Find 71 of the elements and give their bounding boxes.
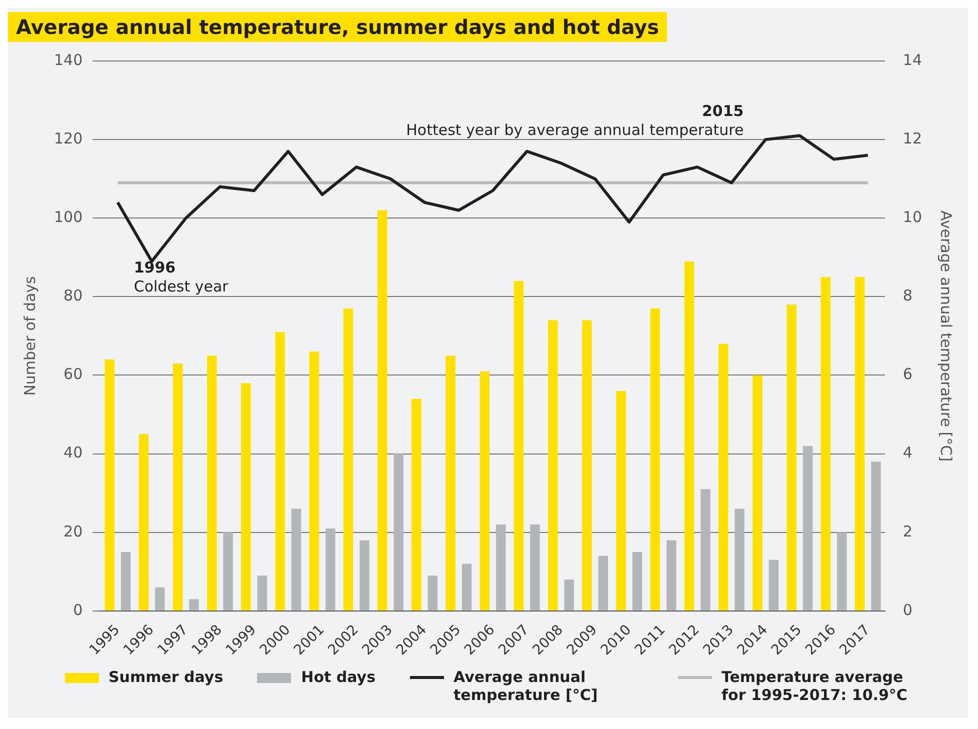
bar [138,434,149,610]
bar [684,261,694,610]
bar [428,576,438,610]
bar [548,320,558,610]
legend-label: Average annual temperature [°C] [454,668,599,704]
bar [480,371,490,610]
y2-tick-label: 14 [902,50,922,69]
y-tick-label: 140 [54,50,83,69]
bar [616,390,626,610]
bar [802,446,813,610]
legend-label: Temperature average for 1995-2017: 10.9°C [722,668,908,704]
bar [718,344,728,610]
y-axis-title: Number of days [20,276,39,396]
y-tick-label: 20 [64,522,83,540]
y2-tick-label: 8 [902,286,912,305]
bar [257,576,268,610]
annotation: 2015 Hottest year by average annual temperature [406,102,744,139]
bar [666,540,676,610]
bar [700,489,710,610]
bar [394,454,404,610]
annotation: 1996 Coldest year [134,258,230,296]
y2-tick-label: 6 [902,365,912,384]
bar [326,528,336,610]
y2-tick-label: 4 [902,444,912,462]
bar [632,552,642,610]
bar [412,398,422,610]
bar [496,524,506,610]
bar [275,332,285,610]
bar [378,210,388,610]
bar [854,277,865,610]
bar [734,508,744,610]
bar [768,560,779,610]
y-tick-label: 100 [54,208,83,226]
bar [291,508,302,610]
bar [786,304,796,610]
bar [530,524,540,610]
bar [820,277,831,610]
y-tick-label: 60 [64,365,83,384]
y2-tick-label: 12 [902,129,922,148]
y2-axis-title: Average annual temperature [°C] [937,210,956,462]
legend-label: Summer days [108,668,224,686]
bar [309,352,320,610]
chart-title: Average annual temperature, summer days and hot days [8,12,668,42]
bar [189,599,199,610]
bar [223,532,233,610]
bar [650,308,660,610]
bar [514,280,524,610]
bar [343,308,354,610]
bar [360,540,370,610]
bar [104,360,114,610]
bar [582,320,592,610]
bar [752,375,762,610]
y2-tick-label: 2 [902,522,912,540]
bar [207,356,217,610]
y-tick-label: 120 [54,129,83,148]
y2-tick-label: 0 [902,600,912,619]
bar [155,587,165,610]
y-tick-label: 0 [73,600,83,619]
bar [837,532,847,610]
bar [172,363,183,610]
bar [462,564,472,610]
bar [871,462,881,610]
bar [598,556,608,610]
y-tick-label: 80 [64,286,83,305]
bar [120,552,131,610]
bar [241,383,251,610]
bar [564,580,574,610]
legend-label: Hot days [301,668,376,686]
bar [446,356,456,610]
y2-tick-label: 10 [902,208,922,226]
y-tick-label: 40 [64,444,83,462]
